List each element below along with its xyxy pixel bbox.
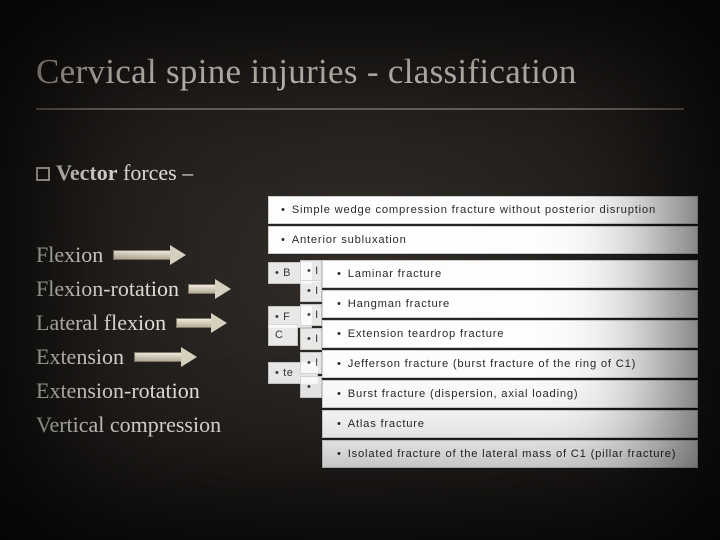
title-rule: [36, 108, 684, 110]
fracture-panel: • Burst fracture (dispersion, axial loadi…: [322, 380, 698, 408]
bullet-icon: •: [281, 234, 286, 246]
vector-label: Lateral flexion: [36, 310, 166, 335]
list-item: Lateral flexion: [36, 306, 231, 340]
subhead-light: forces –: [118, 160, 194, 185]
panel-text: Isolated fracture of the lateral mass of…: [348, 448, 677, 460]
vector-list: Flexion Flexion-rotation Lateral flexion…: [36, 238, 231, 443]
fracture-panel: • Laminar fracture: [322, 260, 698, 288]
vector-label: Flexion: [36, 242, 103, 267]
arrow-icon: [176, 304, 227, 338]
panel-text: Laminar fracture: [348, 268, 442, 280]
fracture-panel: • Isolated fracture of the lateral mass o…: [322, 440, 698, 468]
panel-text: Extension teardrop fracture: [348, 328, 505, 340]
vector-label: Extension: [36, 344, 124, 369]
arrow-icon: [134, 338, 197, 372]
bullet-icon: •: [337, 268, 342, 280]
bullet-icon: •: [281, 204, 286, 216]
page-title: Cervical spine injuries - classification: [36, 52, 577, 92]
panel-text: Simple wedge compression fracture withou…: [292, 204, 656, 216]
ghost-panel: • I: [300, 328, 322, 350]
panel-text: Anterior subluxation: [292, 234, 407, 246]
ghost-panel: C: [268, 324, 298, 346]
fracture-panel: • Jefferson fracture (burst fracture of t…: [322, 350, 698, 378]
panel-text: Jefferson fracture (burst fracture of th…: [348, 358, 636, 370]
bullet-icon: •: [337, 298, 342, 310]
ghost-panel: • I: [300, 352, 322, 374]
panel-stack-top: • Simple wedge compression fracture witho…: [268, 196, 698, 256]
fracture-panel: • Extension teardrop fracture: [322, 320, 698, 348]
vector-label: Flexion-rotation: [36, 276, 179, 301]
list-item: Flexion-rotation: [36, 272, 231, 306]
panel-text: Hangman fracture: [348, 298, 450, 310]
bullet-icon: •: [337, 358, 342, 370]
subhead-bold: Vector: [56, 160, 118, 185]
vector-label: Extension-rotation: [36, 378, 200, 403]
ghost-panel: •: [300, 376, 322, 398]
arrow-icon: [113, 236, 186, 270]
bullet-square-icon: [36, 167, 50, 181]
fracture-panel: • Atlas fracture: [322, 410, 698, 438]
list-item: Vertical compression: [36, 408, 231, 442]
bullet-icon: •: [337, 448, 342, 460]
bullet-icon: •: [337, 418, 342, 430]
fracture-panel: • Simple wedge compression fracture witho…: [268, 196, 698, 224]
ghost-panel: • I: [300, 260, 322, 282]
panel-stack-front: • Laminar fracture • Hangman fracture • Ext…: [322, 260, 698, 470]
panel-text: Atlas fracture: [348, 418, 425, 430]
bullet-icon: •: [337, 328, 342, 340]
bullet-icon: •: [337, 388, 342, 400]
arrow-icon: [188, 270, 231, 304]
vector-label: Vertical compression: [36, 412, 221, 437]
ghost-panel: • I: [300, 304, 322, 326]
subhead: Vector forces –: [36, 160, 193, 186]
fracture-panel: • Anterior subluxation: [268, 226, 698, 254]
list-item: Extension: [36, 340, 231, 374]
list-item: Extension-rotation: [36, 374, 231, 408]
list-item: Flexion: [36, 238, 231, 272]
slide: Cervical spine injuries - classification…: [0, 0, 720, 540]
fracture-panel: • Hangman fracture: [322, 290, 698, 318]
panel-text: Burst fracture (dispersion, axial loadin…: [348, 388, 579, 400]
ghost-panel: • I: [300, 280, 322, 302]
